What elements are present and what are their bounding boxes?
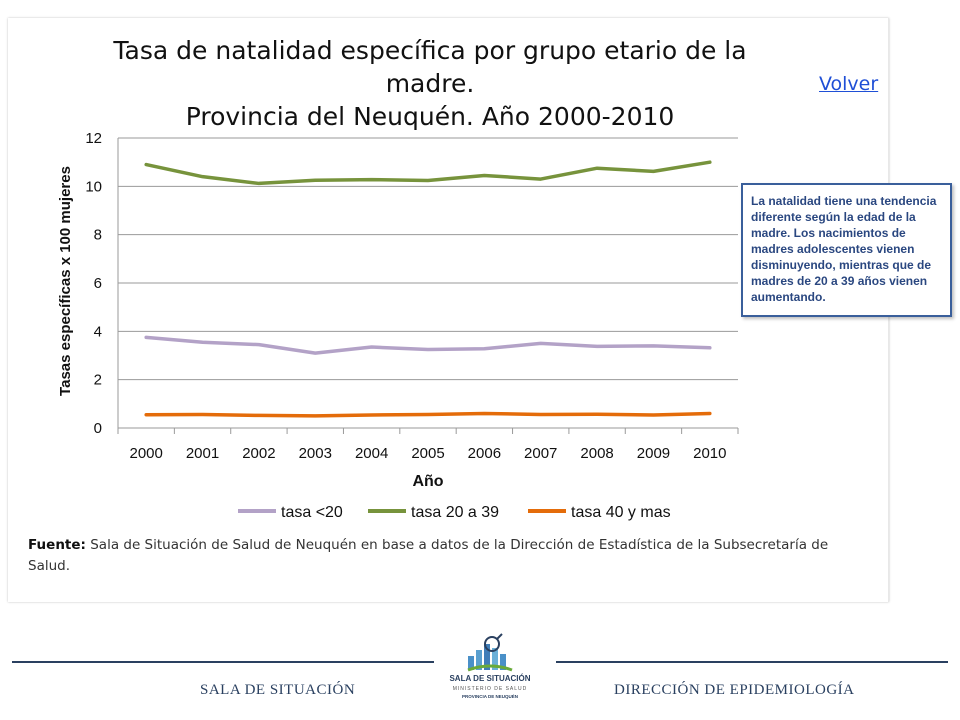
legend-label-2: tasa 40 y mas (571, 504, 671, 521)
y-axis-title: Tasas específicas x 100 mujeres (57, 166, 74, 396)
note-box: La natalidad tiene una tendencia diferen… (741, 183, 952, 317)
x-axis-title: Año (412, 473, 443, 490)
y-tick-label: 6 (94, 275, 102, 292)
chart-title-line2: Provincia del Neuquén. Año 2000-2010 (185, 102, 675, 131)
source-label: Fuente: (28, 537, 86, 553)
y-tick-label: 12 (85, 130, 102, 147)
footer-left-label: SALA DE SITUACIÓN (200, 682, 356, 698)
axes (117, 138, 739, 434)
series-line-1 (144, 160, 712, 186)
x-tick-label: 2003 (299, 445, 332, 462)
logo-province: PROVINCIA DE NEUQUÉN (461, 694, 519, 699)
grid-lines (118, 137, 738, 429)
back-link[interactable]: Volver (819, 73, 879, 95)
source-text: Sala de Situación de Salud de Neuquén en… (28, 537, 829, 574)
sala-de-situacion-logo: SALA DE SITUACIÓN MINISTERIO DE SALUD PR… (440, 632, 540, 710)
x-tick-label: 2001 (186, 445, 219, 462)
logo-title: SALA DE SITUACIÓN (449, 674, 531, 683)
y-tick-label: 4 (94, 323, 102, 340)
legend-label-1: tasa 20 a 39 (411, 504, 499, 521)
x-tick-label: 2009 (637, 445, 670, 462)
x-tick-label: 2002 (242, 445, 275, 462)
x-tick-label: 2010 (693, 445, 726, 462)
tick-labels: 0 2 4 6 8 10 12 2000 2001 2002 2003 2004 2005 2006 200… (57, 130, 727, 490)
x-tick-label: 2000 (129, 445, 162, 462)
series-line-2 (144, 411, 712, 418)
source-note: Fuente: Sala de Situación de Salud de Ne… (28, 535, 848, 577)
logo-ministry: MINISTERIO DE SALUD (452, 686, 528, 692)
x-tick-label: 2007 (524, 445, 557, 462)
y-tick-label: 10 (85, 178, 102, 195)
y-tick-label: 0 (94, 420, 102, 437)
x-tick-label: 2004 (355, 445, 388, 462)
logo-emblem-icon (467, 633, 513, 672)
footer-right-label: DIRECCIÓN DE EPIDEMIOLOGÍA (614, 682, 855, 698)
series-lines (144, 160, 712, 418)
x-tick-label: 2006 (468, 445, 501, 462)
x-tick-label: 2005 (411, 445, 444, 462)
y-tick-label: 2 (94, 372, 102, 389)
chart-title: Tasa de natalidad específica por grupo e… (80, 34, 780, 133)
series-line-0 (144, 335, 712, 355)
footer-divider-left (12, 661, 434, 663)
chart-title-line1: Tasa de natalidad específica por grupo e… (113, 36, 747, 98)
note-text: La natalidad tiene una tendencia diferen… (751, 194, 937, 304)
x-tick-label: 2008 (580, 445, 613, 462)
footer-divider-right (556, 661, 948, 663)
y-tick-label: 8 (94, 227, 102, 244)
legend: tasa <20 tasa 20 a 39 tasa 40 y mas (238, 504, 671, 521)
legend-label-0: tasa <20 (281, 504, 343, 521)
